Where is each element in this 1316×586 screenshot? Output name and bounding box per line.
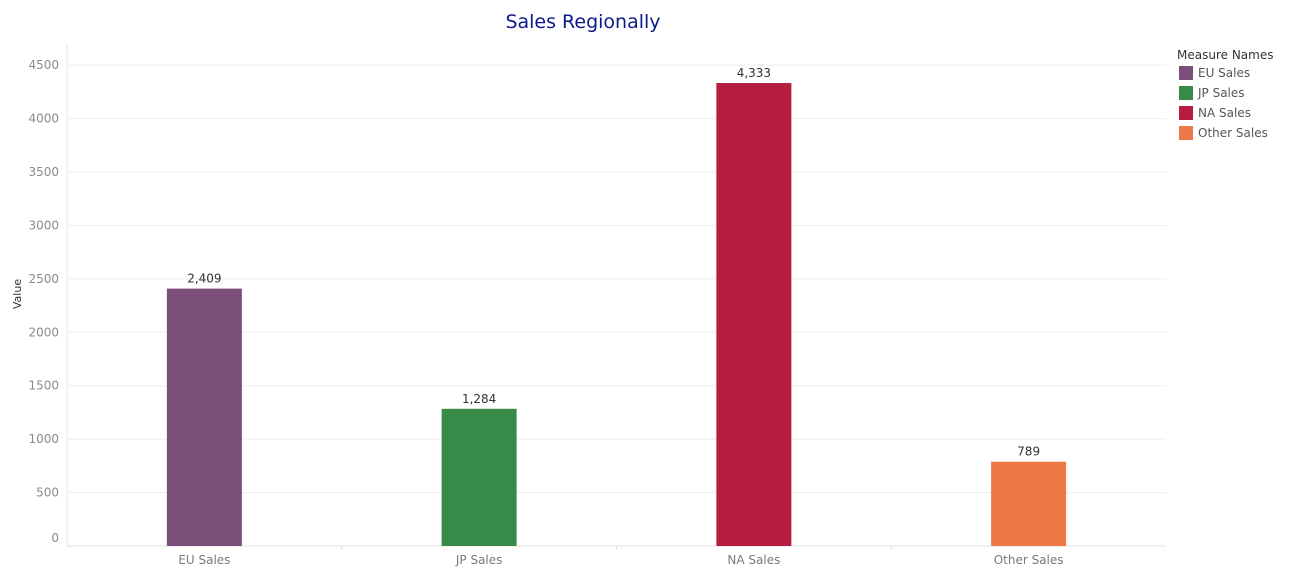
x-axis-ticks: EU Sales JP Sales NA Sales Other Sales bbox=[178, 553, 1063, 567]
y-tick-label: 1000 bbox=[28, 432, 59, 446]
y-tick-label: 4500 bbox=[28, 58, 59, 72]
gridlines bbox=[66, 44, 1166, 550]
y-tick-label: 4000 bbox=[28, 112, 59, 126]
legend-item-label: JP Sales bbox=[1197, 86, 1245, 100]
data-label: 789 bbox=[1017, 445, 1040, 459]
legend-title: Measure Names bbox=[1177, 48, 1273, 62]
legend: Measure Names EU Sales JP Sales NA Sales Ot… bbox=[1177, 48, 1273, 140]
y-axis-title: Value bbox=[11, 279, 24, 309]
bar-na-sales[interactable] bbox=[716, 83, 792, 546]
y-tick-label: 3500 bbox=[28, 165, 59, 179]
x-tick-label: Other Sales bbox=[994, 553, 1064, 567]
bar-jp-sales[interactable] bbox=[441, 408, 517, 546]
data-labels: 2,409 1,284 4,333 789 bbox=[187, 66, 1040, 459]
bar-other-sales[interactable] bbox=[991, 461, 1067, 546]
x-tick-label: JP Sales bbox=[455, 553, 503, 567]
data-label: 4,333 bbox=[737, 66, 771, 80]
y-tick-label: 2500 bbox=[28, 272, 59, 286]
legend-swatch bbox=[1179, 66, 1193, 80]
legend-swatch bbox=[1179, 106, 1193, 120]
legend-item-label: Other Sales bbox=[1198, 126, 1268, 140]
legend-item-label: EU Sales bbox=[1198, 66, 1250, 80]
y-tick-label: 2000 bbox=[28, 325, 59, 339]
bars bbox=[166, 83, 1067, 546]
y-tick-label: 1500 bbox=[28, 379, 59, 393]
legend-swatch bbox=[1179, 86, 1193, 100]
x-tick-label: EU Sales bbox=[178, 553, 230, 567]
y-tick-label: 3000 bbox=[28, 218, 59, 232]
y-axis-ticks: 0 500 1000 1500 2000 2500 3000 3500 4000 4500 bbox=[28, 58, 59, 545]
bar-eu-sales[interactable] bbox=[166, 288, 242, 546]
data-label: 1,284 bbox=[462, 392, 496, 406]
chart-title: Sales Regionally bbox=[505, 11, 660, 33]
legend-item-label: NA Sales bbox=[1198, 106, 1251, 120]
data-label: 2,409 bbox=[187, 272, 221, 286]
y-tick-label: 500 bbox=[36, 486, 59, 500]
legend-swatch bbox=[1179, 126, 1193, 140]
y-tick-label: 0 bbox=[51, 531, 59, 545]
x-tick-label: NA Sales bbox=[727, 553, 780, 567]
